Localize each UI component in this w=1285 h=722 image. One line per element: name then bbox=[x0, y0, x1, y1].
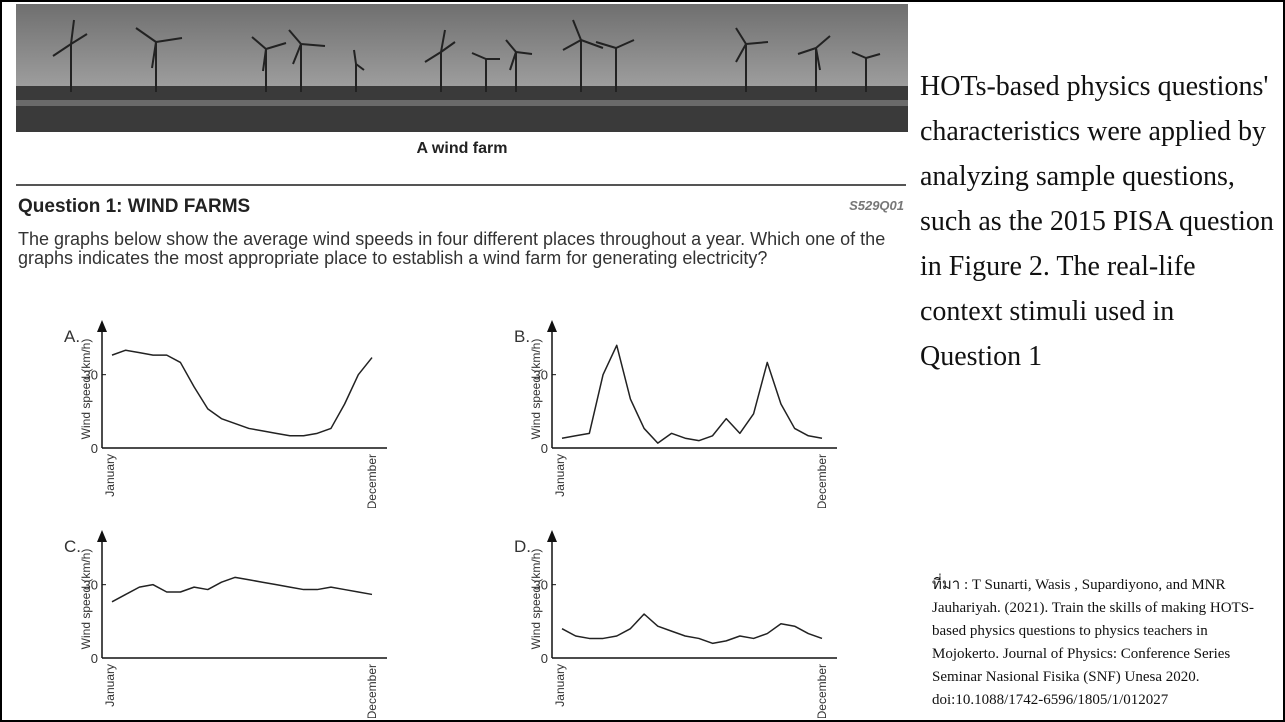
y-axis-label: Wind speed (km/h) bbox=[79, 549, 93, 650]
y-axis-label: Wind speed (km/h) bbox=[529, 549, 543, 650]
question-text: The graphs below show the average wind s… bbox=[18, 229, 886, 268]
question-title: Question 1: WIND FARMS bbox=[18, 196, 251, 217]
graph-label: D. bbox=[514, 537, 531, 556]
x-axis-label: December bbox=[815, 454, 829, 508]
photo-caption: A wind farm bbox=[416, 140, 508, 157]
divider bbox=[16, 184, 906, 186]
y-tick-label: 0 bbox=[541, 441, 548, 456]
line-graph: D.Wind speed (km/h)0 30 January December bbox=[514, 530, 837, 718]
wind-speed-line bbox=[561, 344, 823, 444]
question-code: S529Q01 bbox=[849, 198, 904, 213]
axis-arrow bbox=[547, 530, 557, 542]
description: HOTs-based physics questions' characteri… bbox=[920, 71, 1274, 372]
y-tick-label: 30 bbox=[84, 368, 98, 383]
y-tick-label: 30 bbox=[534, 368, 548, 383]
line-graph: B.Wind speed (km/h)0 30 January December bbox=[514, 320, 837, 508]
line-graph: C.Wind speed (km/h)0 30 January December bbox=[64, 530, 387, 718]
x-axis-label: December bbox=[815, 664, 829, 718]
wind-speed-line bbox=[561, 613, 823, 645]
axis-arrow bbox=[97, 320, 107, 332]
line-graph: A.Wind speed (km/h)0 30 January December bbox=[64, 320, 387, 508]
y-axis-label: Wind speed (km/h) bbox=[79, 339, 93, 440]
x-axis-label: January bbox=[553, 664, 567, 707]
source-citation: ที่มา : T Sunarti, Wasis , Supardiyono, … bbox=[932, 577, 1255, 708]
axis-arrow bbox=[97, 530, 107, 542]
graph-label: C. bbox=[64, 537, 81, 556]
y-tick-label: 0 bbox=[91, 651, 98, 666]
y-tick-label: 30 bbox=[534, 578, 548, 593]
x-axis-label: December bbox=[365, 664, 379, 718]
wind-speed-line bbox=[111, 576, 373, 603]
x-axis-label: January bbox=[553, 454, 567, 497]
axis-arrow bbox=[547, 320, 557, 332]
wind-speed-line bbox=[111, 349, 373, 437]
graph-label: B. bbox=[514, 327, 530, 346]
x-axis-label: January bbox=[103, 454, 117, 497]
y-tick-label: 30 bbox=[84, 578, 98, 593]
y-axis-label: Wind speed (km/h) bbox=[529, 339, 543, 440]
x-axis-label: December bbox=[365, 454, 379, 508]
y-tick-label: 0 bbox=[541, 651, 548, 666]
x-axis-label: January bbox=[103, 664, 117, 707]
y-tick-label: 0 bbox=[91, 441, 98, 456]
graph-label: A. bbox=[64, 327, 80, 346]
wind-farm-photo bbox=[16, 4, 908, 132]
